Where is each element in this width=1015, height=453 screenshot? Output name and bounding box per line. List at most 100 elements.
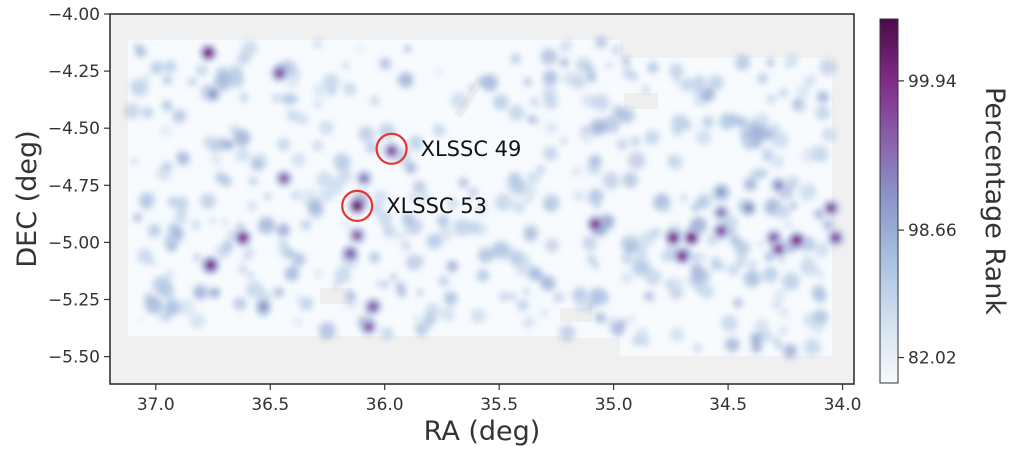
density-blob	[527, 115, 536, 124]
density-blob	[450, 92, 468, 110]
density-blob	[166, 242, 177, 253]
density-blob	[821, 127, 837, 143]
density-blob	[734, 240, 751, 256]
hotspot	[687, 233, 696, 242]
density-blob	[143, 74, 151, 81]
density-blob	[641, 85, 650, 94]
density-blob	[158, 282, 175, 298]
density-blob	[307, 198, 323, 214]
density-blob	[803, 74, 817, 88]
density-blob	[337, 168, 353, 184]
density-blob	[294, 294, 303, 303]
density-blob	[209, 217, 216, 224]
density-blob	[343, 82, 357, 96]
density-blob	[733, 298, 743, 308]
density-blob	[474, 202, 489, 217]
density-blob	[584, 301, 596, 312]
density-blob	[677, 115, 691, 129]
density-blob	[221, 176, 232, 187]
density-blob	[319, 120, 334, 135]
density-blob	[291, 152, 306, 167]
density-blob	[526, 171, 540, 185]
density-blob	[135, 46, 147, 58]
density-blob	[196, 64, 208, 77]
cluster-marker-circle	[375, 132, 408, 165]
density-blob	[241, 40, 258, 57]
density-blob	[815, 105, 831, 121]
y-tick-label: −4.25	[48, 62, 100, 82]
density-blob	[647, 61, 659, 74]
density-blob	[323, 191, 334, 202]
density-blob	[719, 113, 736, 130]
density-blob	[734, 54, 751, 71]
density-blob	[400, 240, 412, 252]
density-blob	[141, 106, 154, 119]
hotspot	[238, 233, 247, 242]
density-blob	[491, 241, 509, 260]
density-blob	[358, 126, 375, 142]
density-blob	[757, 240, 764, 248]
density-blob	[394, 281, 406, 293]
y-axis-ticks: −4.00 −4.25 −4.50 −4.75 −5.00 −5.25 −5.50	[48, 5, 110, 368]
density-blob	[221, 218, 229, 226]
density-blob	[819, 58, 837, 76]
density-blob	[775, 204, 791, 219]
cluster-label: XLSSC 53	[386, 194, 487, 218]
density-blob	[380, 280, 389, 289]
density-blob	[771, 299, 782, 310]
density-blob	[741, 131, 759, 150]
density-blob	[408, 135, 424, 151]
density-blob	[622, 172, 638, 188]
density-blob	[467, 83, 475, 91]
density-blob	[130, 157, 139, 166]
density-blob	[239, 93, 249, 102]
cluster-marker-circle	[341, 189, 374, 222]
density-blob	[291, 69, 302, 81]
density-blob	[586, 254, 596, 264]
density-blob	[542, 194, 560, 212]
density-blob	[786, 176, 800, 189]
density-blob	[769, 154, 785, 169]
density-blob	[743, 178, 757, 191]
density-blob	[176, 152, 190, 166]
density-blob	[438, 275, 449, 287]
density-blob	[774, 288, 787, 301]
hotspot	[259, 302, 268, 311]
density-blob	[815, 269, 825, 279]
density-blob	[632, 259, 649, 277]
density-blob	[480, 74, 499, 92]
density-blob	[585, 64, 595, 74]
density-blob	[237, 264, 248, 274]
density-blob	[422, 313, 437, 327]
density-blob	[615, 108, 629, 122]
density-blob	[711, 261, 721, 271]
density-blob	[233, 297, 247, 311]
density-blob	[399, 229, 408, 238]
density-blob	[369, 96, 380, 106]
density-blob	[669, 63, 684, 78]
density-blob	[375, 279, 383, 287]
density-blob	[681, 77, 695, 91]
density-blob	[814, 242, 830, 258]
density-blob	[438, 227, 453, 242]
density-blob	[673, 76, 681, 83]
density-blob	[356, 44, 365, 53]
density-blob	[621, 56, 631, 66]
density-blob	[312, 38, 323, 49]
density-blob	[277, 137, 291, 151]
density-blob	[620, 271, 633, 284]
density-blob	[743, 270, 761, 288]
density-blob	[414, 322, 429, 337]
density-blob	[526, 185, 537, 197]
density-blob	[245, 280, 264, 299]
density-blob	[691, 253, 699, 261]
density-blob	[545, 122, 558, 135]
density-blob	[635, 245, 648, 258]
density-blob	[644, 268, 662, 286]
density-blob	[248, 176, 258, 186]
density-blob	[667, 275, 684, 292]
density-blob	[693, 93, 708, 108]
density-blob	[334, 267, 351, 284]
density-blob	[476, 269, 490, 282]
